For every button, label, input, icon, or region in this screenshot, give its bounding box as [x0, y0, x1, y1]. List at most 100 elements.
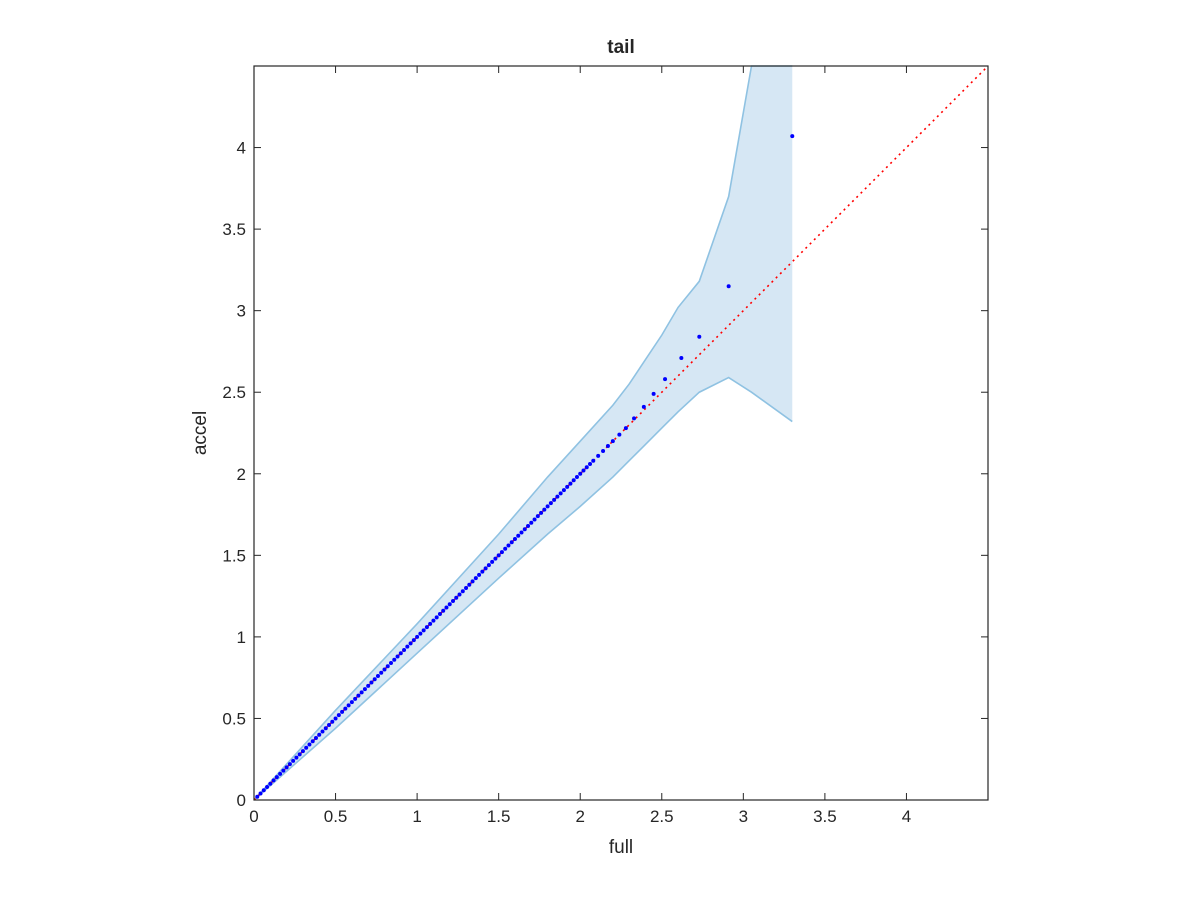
axes-box [253, 65, 989, 801]
data-point [343, 706, 348, 711]
data-point [490, 559, 495, 564]
data-point [447, 602, 452, 607]
data-point [499, 550, 504, 555]
data-point [467, 582, 472, 587]
data-point [330, 719, 335, 724]
data-point [457, 592, 462, 597]
data-point [287, 762, 292, 767]
data-point [526, 523, 531, 528]
data-point [509, 540, 514, 545]
data-point [369, 680, 374, 685]
data-point [418, 631, 423, 636]
data-point [437, 612, 442, 617]
data-point [790, 134, 795, 139]
data-point [548, 501, 553, 506]
data-point [389, 660, 394, 665]
data-point [366, 683, 371, 688]
y-tick-label: 3 [237, 302, 246, 321]
data-point [552, 497, 557, 502]
data-point [258, 791, 263, 796]
data-point [584, 465, 589, 470]
data-point [483, 566, 488, 571]
data-point [402, 647, 407, 652]
data-point [486, 563, 491, 568]
data-point [411, 638, 416, 643]
band-upper-edge [253, 65, 793, 801]
data-point [450, 599, 455, 604]
y-tick-label: 4 [237, 139, 246, 158]
data-point [268, 781, 273, 786]
x-axis-label: full [609, 837, 633, 858]
data-point [632, 416, 637, 421]
x-tick-label: 1.5 [487, 807, 511, 826]
data-point [503, 546, 508, 551]
data-point [375, 674, 380, 679]
data-point [359, 690, 364, 695]
data-point [581, 468, 586, 473]
data-point [405, 644, 410, 649]
y-tick-label: 2.5 [222, 383, 246, 402]
data-point [535, 514, 540, 519]
data-point [421, 628, 426, 633]
x-tick-label: 4 [902, 807, 911, 826]
data-point [574, 475, 579, 480]
data-point [532, 517, 537, 522]
data-point [726, 284, 731, 289]
data-point [307, 742, 312, 747]
x-tick-label: 2.5 [650, 807, 674, 826]
y-axis: 0 0.5 1 1.5 2 2.5 3 3.5 4 [222, 139, 988, 810]
data-point [470, 579, 475, 584]
data-point [327, 722, 332, 727]
data-point [454, 595, 459, 600]
data-point [641, 404, 646, 409]
y-tick-label: 3.5 [222, 220, 246, 239]
data-point [516, 533, 521, 538]
data-point [444, 605, 449, 610]
data-point [271, 778, 276, 783]
data-point [313, 736, 318, 741]
data-point [539, 510, 544, 515]
data-point [428, 621, 433, 626]
reference-line [253, 65, 989, 801]
data-point [274, 775, 279, 780]
data-point [496, 553, 501, 558]
x-tick-label: 0 [249, 807, 258, 826]
data-point [415, 634, 420, 639]
x-tick-label: 2 [575, 807, 584, 826]
data-point [362, 687, 367, 692]
data-point [571, 478, 576, 483]
data-point [555, 494, 560, 499]
data-point [372, 677, 377, 682]
data-point [561, 488, 566, 493]
data-point [558, 491, 563, 496]
data-point [349, 700, 354, 705]
y-tick-label: 2 [237, 465, 246, 484]
data-point [596, 453, 601, 458]
data-point [506, 543, 511, 548]
y-tick-label: 0.5 [222, 709, 246, 728]
chart-title: tail [607, 37, 634, 58]
data-point [265, 784, 270, 789]
data-point [623, 426, 628, 431]
data-point [310, 739, 315, 744]
data-point [333, 716, 338, 721]
data-point [356, 693, 361, 698]
data-point [605, 444, 610, 449]
data-point [529, 520, 534, 525]
x-tick-label: 0.5 [324, 807, 348, 826]
plot-area [253, 65, 989, 801]
data-point [291, 758, 296, 763]
data-point [441, 608, 446, 613]
data-point [651, 391, 656, 396]
x-tick-label: 1 [412, 807, 421, 826]
data-point [255, 794, 260, 799]
data-point [398, 651, 403, 656]
data-point [261, 788, 266, 793]
data-point [304, 745, 309, 750]
data-point [591, 458, 596, 463]
data-point [568, 481, 573, 486]
y-axis-label: accel [190, 411, 211, 455]
data-point [610, 439, 615, 444]
data-point [300, 749, 305, 754]
data-point [617, 432, 622, 437]
